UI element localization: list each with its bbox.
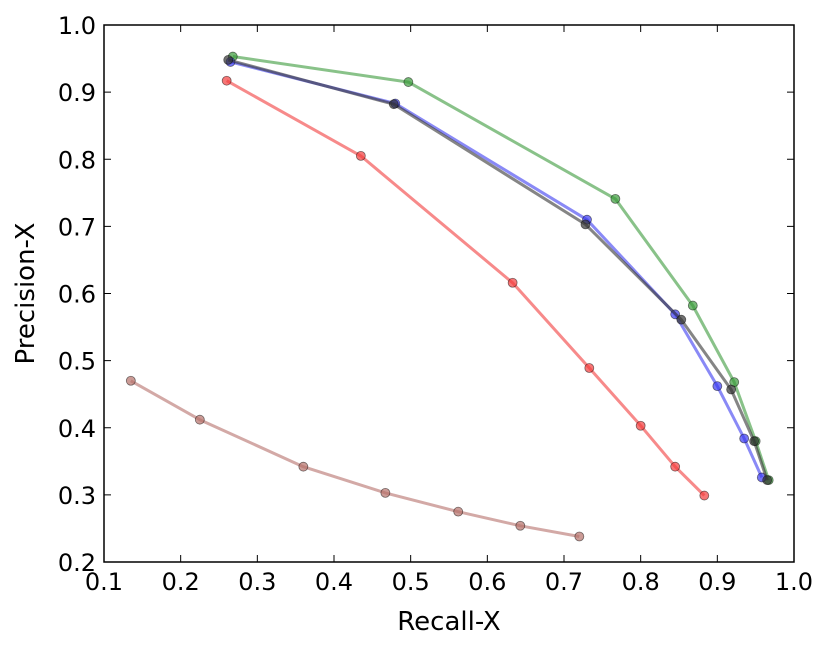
data-point [584,363,595,373]
y-tick-label: 0.5 [58,348,96,376]
x-tick-label: 0.4 [315,568,353,596]
x-tick-label: 0.9 [698,568,736,596]
series-4 [223,55,773,486]
series-1 [221,75,710,501]
data-point [194,414,205,425]
data-point [676,314,687,325]
data-point [580,219,591,230]
data-point [670,461,681,472]
data-point [574,531,585,542]
data-point [507,277,518,288]
y-tick-label: 0.4 [58,415,96,443]
series-line [225,79,706,497]
data-point [726,384,737,395]
series-line [232,55,771,481]
data-point [380,487,391,498]
x-axis-label: Recall-X [397,607,500,637]
data-point [223,55,234,65]
series-layer [125,51,774,542]
data-point [635,420,646,431]
data-point [749,436,760,447]
data-point [699,490,710,501]
data-point [388,99,399,110]
x-tick-label: 0.5 [392,568,430,596]
x-tick-label: 0.7 [545,568,583,596]
data-point [453,506,464,517]
series-0 [125,375,585,542]
axes-layer: 0.1 0.2 0.3 0.4 0.5 0.6 0.7 0.8 0.9 1.00.20.30.40… [58,12,813,596]
data-point [762,475,773,486]
y-tick-label: 0.3 [58,482,96,510]
y-tick-label: 0.8 [58,146,96,174]
y-tick-label: 0.2 [58,549,96,577]
data-point [403,77,414,87]
y-tick-label: 0.7 [58,213,96,241]
x-tick-label: 0.8 [622,568,660,596]
x-tick-label: 0.2 [162,568,200,596]
series-2 [227,51,774,486]
data-point [221,75,232,86]
data-point [125,375,136,386]
series-line [130,379,580,538]
data-point [355,150,366,161]
data-point [610,193,621,204]
x-tick-label: 0.3 [238,568,276,596]
data-point [515,520,526,531]
x-tick-label: 0.1 [85,568,123,596]
data-point [298,461,309,472]
data-point [687,300,698,311]
x-tick-label: 1.0 [775,568,813,596]
x-tick-label: 0.6 [468,568,506,596]
y-tick-label: 1.0 [58,12,96,40]
data-point [739,433,750,444]
y-axis-label: Precision-X [11,223,41,365]
y-tick-label: 0.9 [58,79,96,107]
data-point [712,381,723,392]
y-tick-label: 0.6 [58,281,96,309]
